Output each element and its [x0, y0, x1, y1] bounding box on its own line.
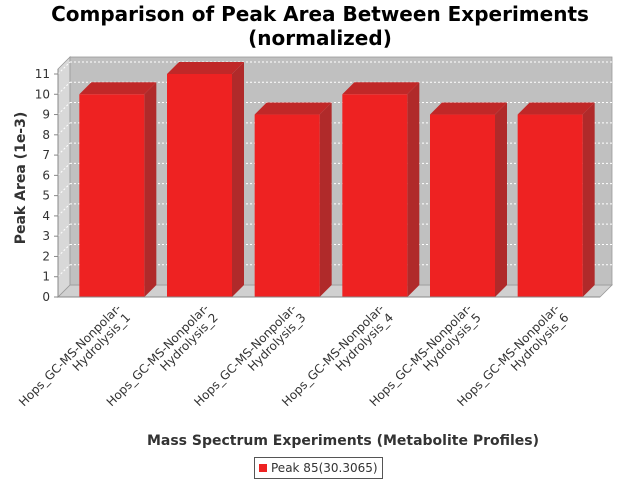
chart-title-line-2: (normalized) — [248, 26, 392, 50]
x-axis: Hops_GC-MS-Nonpolar-Hydrolysis_1Hops_GC-… — [16, 296, 600, 409]
bar-side — [407, 82, 420, 297]
y-axis-label: Peak Area (1e-3) — [13, 112, 29, 245]
chart-title: Comparison of Peak Area Between Experime… — [0, 2, 640, 50]
bar-top — [342, 82, 420, 95]
y-tick-label: 9 — [42, 108, 50, 122]
grid-line — [57, 203, 71, 217]
grid-line — [57, 102, 71, 115]
bar-front — [342, 94, 408, 297]
bar-front — [430, 114, 495, 297]
x-tick-label-line: Hops_GC-MS-Nonpolar- — [16, 301, 124, 409]
y-tick-label: 3 — [42, 229, 50, 243]
grid-line — [57, 61, 71, 75]
y-tick-label: 0 — [42, 290, 50, 304]
bar-top — [517, 102, 595, 115]
bar-top — [254, 102, 332, 115]
y-tick-label: 7 — [42, 148, 50, 162]
bar-side — [319, 102, 332, 297]
legend: Peak 85(30.3065) — [254, 457, 383, 479]
grid-line — [57, 264, 71, 278]
bar-front — [517, 114, 583, 297]
x-axis-label: Mass Spectrum Experiments (Metabolite Pr… — [147, 433, 539, 449]
bar — [430, 102, 507, 297]
y-axis: 0 1 2 3 4 5 6 7 8 9 10 11 — [35, 67, 59, 304]
bar-front — [167, 74, 232, 297]
grid-line — [57, 142, 71, 156]
grid-line — [57, 122, 71, 136]
bars — [79, 62, 595, 297]
bar — [517, 102, 595, 297]
bar-side — [582, 102, 595, 297]
bar — [342, 82, 420, 297]
bar-top — [79, 82, 157, 95]
bar — [254, 102, 332, 297]
plot-left-wall — [57, 56, 71, 298]
bar-front — [79, 94, 145, 297]
grid-line — [57, 244, 71, 257]
bar-side — [232, 62, 244, 297]
grid-line — [57, 183, 71, 196]
bar-side — [495, 102, 507, 297]
grid-lines — [57, 61, 612, 278]
chart-title-line-1: Comparison of Peak Area Between Experime… — [51, 2, 589, 26]
bar-front — [254, 114, 320, 297]
legend-swatch — [259, 464, 267, 472]
grid-line — [57, 81, 71, 95]
y-tick-label: 5 — [42, 189, 50, 203]
bar-top — [430, 102, 507, 115]
bar — [79, 82, 157, 297]
y-tick-label: 11 — [35, 67, 50, 81]
grid-line — [57, 223, 71, 237]
y-tick-label: 8 — [42, 128, 50, 142]
bar-side — [144, 82, 157, 297]
y-tick-label: 2 — [42, 249, 50, 263]
y-tick-label: 6 — [42, 168, 50, 182]
y-tick-label: 10 — [35, 87, 50, 101]
bar-top — [167, 62, 244, 74]
y-tick-label: 1 — [42, 270, 50, 284]
grid-line — [57, 163, 71, 176]
bar — [167, 62, 244, 297]
y-tick-label: 4 — [42, 209, 50, 223]
legend-label: Peak 85(30.3065) — [271, 461, 378, 475]
